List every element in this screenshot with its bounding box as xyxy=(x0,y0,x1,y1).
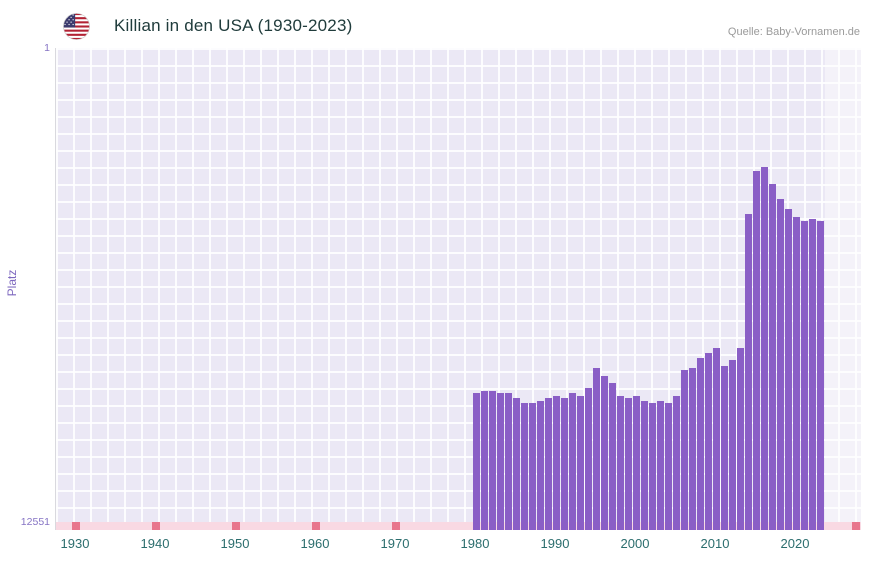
bar-2009[interactable] xyxy=(704,353,712,530)
bar-2023[interactable] xyxy=(816,220,824,530)
bar-2022[interactable] xyxy=(808,219,816,530)
bar-1989[interactable] xyxy=(544,397,552,530)
bar-2002[interactable] xyxy=(648,402,656,530)
bar-2000[interactable] xyxy=(632,395,640,530)
bar-1988[interactable] xyxy=(536,400,544,530)
bar-2012[interactable] xyxy=(728,359,736,530)
bar-2013[interactable] xyxy=(736,348,744,530)
bar-1987[interactable] xyxy=(528,402,536,530)
bar-1998[interactable] xyxy=(616,395,624,530)
bar-1991[interactable] xyxy=(560,397,568,530)
source-credit: Quelle: Baby-Vornamen.de xyxy=(727,26,860,38)
x-axis: 1930 1940 1950 1960 1970 1980 1990 2000 2010 2020 xyxy=(55,536,860,558)
bar-2010[interactable] xyxy=(712,348,720,530)
bar-2021[interactable] xyxy=(800,220,808,530)
x-tick-1960: 1960 xyxy=(300,536,330,551)
no-data-marker xyxy=(852,522,860,530)
bar-1985[interactable] xyxy=(512,397,520,530)
no-data-marker xyxy=(72,522,80,530)
bar-1990[interactable] xyxy=(552,395,560,530)
x-tick-2010: 2010 xyxy=(700,536,730,551)
bar-1982[interactable] xyxy=(488,390,496,530)
x-tick-2000: 2000 xyxy=(620,536,650,551)
x-tick-1950: 1950 xyxy=(220,536,250,551)
bar-2015[interactable] xyxy=(752,171,760,530)
bar-1993[interactable] xyxy=(576,395,584,530)
bar-2003[interactable] xyxy=(656,400,664,530)
bar-1992[interactable] xyxy=(568,392,576,530)
bar-2011[interactable] xyxy=(720,365,728,530)
y-tick-max-rank: 1 xyxy=(44,42,50,54)
bar-2016[interactable] xyxy=(760,167,768,530)
bar-1986[interactable] xyxy=(520,402,528,530)
bar-1999[interactable] xyxy=(624,397,632,530)
no-data-marker xyxy=(152,522,160,530)
x-tick-1940: 1940 xyxy=(140,536,170,551)
plot-area xyxy=(55,48,861,530)
bar-2004[interactable] xyxy=(664,402,672,530)
bar-2019[interactable] xyxy=(784,208,792,530)
bar-1996[interactable] xyxy=(600,375,608,530)
no-data-marker xyxy=(232,522,240,530)
no-data-strip xyxy=(56,522,861,530)
bar-1997[interactable] xyxy=(608,382,616,530)
chart-header: Killian in den USA (1930-2023) Quelle: B… xyxy=(0,0,873,46)
bar-2020[interactable] xyxy=(792,216,800,530)
y-axis-title: Platz xyxy=(5,269,19,297)
bar-1994[interactable] xyxy=(584,387,592,530)
bar-2007[interactable] xyxy=(688,367,696,530)
bar-1995[interactable] xyxy=(592,367,600,530)
bar-2008[interactable] xyxy=(696,358,704,530)
bar-1983[interactable] xyxy=(496,392,504,530)
bar-2017[interactable] xyxy=(768,183,776,530)
bar-2001[interactable] xyxy=(640,400,648,530)
bar-1984[interactable] xyxy=(504,392,512,530)
x-tick-2020: 2020 xyxy=(780,536,810,551)
bar-2005[interactable] xyxy=(672,395,680,530)
bar-2006[interactable] xyxy=(680,370,688,530)
bar-1981[interactable] xyxy=(480,390,488,530)
x-tick-1970: 1970 xyxy=(380,536,410,551)
bar-1980[interactable] xyxy=(472,392,480,530)
bar-2014[interactable] xyxy=(744,214,752,530)
x-tick-1930: 1930 xyxy=(60,536,90,551)
future-years-band xyxy=(825,48,861,530)
x-tick-1990: 1990 xyxy=(540,536,570,551)
no-data-marker xyxy=(392,522,400,530)
bar-2018[interactable] xyxy=(776,199,784,530)
y-tick-min-rank: 12551 xyxy=(20,516,50,528)
no-data-marker xyxy=(312,522,320,530)
us-flag-icon xyxy=(63,13,90,40)
chart-title: Killian in den USA (1930-2023) xyxy=(114,16,353,35)
x-tick-1980: 1980 xyxy=(460,536,490,551)
